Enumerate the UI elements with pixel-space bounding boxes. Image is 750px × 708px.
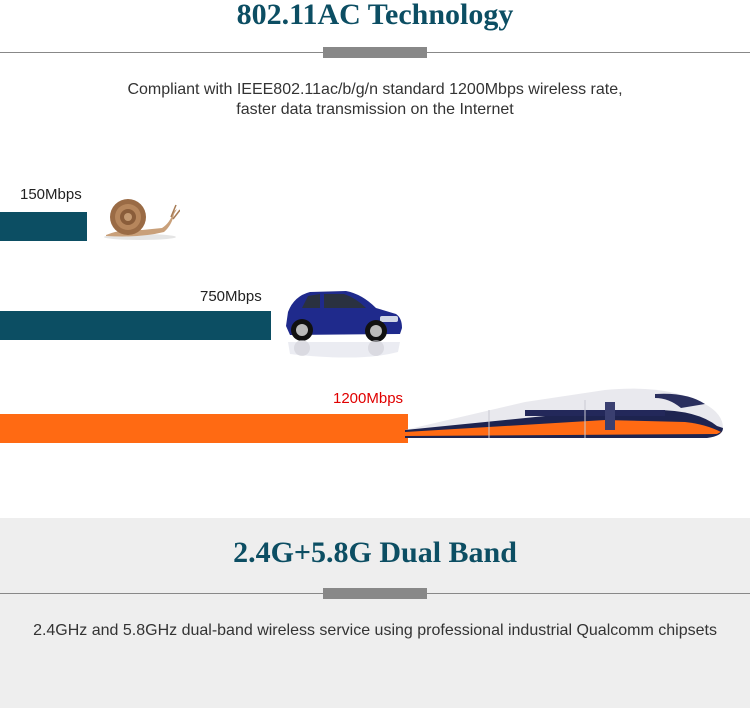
car-icon bbox=[286, 291, 402, 358]
technology-description-line1: Compliant with IEEE802.11ac/b/g/n standa… bbox=[127, 81, 623, 98]
speed-label-750: 750Mbps bbox=[200, 288, 262, 305]
speed-bar-750 bbox=[0, 311, 271, 340]
speed-bar-150 bbox=[0, 212, 87, 241]
speed-label-150: 150Mbps bbox=[20, 186, 82, 203]
section-title-technology: 802.11AC Technology bbox=[236, 0, 514, 31]
speed-bar-1200 bbox=[0, 414, 408, 443]
snail-icon bbox=[104, 199, 180, 240]
technology-description-line2: faster data transmission on the Internet bbox=[236, 101, 514, 118]
speed-label-1200: 1200Mbps bbox=[333, 390, 404, 407]
dual-band-divider-block bbox=[323, 588, 427, 599]
bullet-train-icon bbox=[405, 388, 723, 438]
dual-band-description: 2.4GHz and 5.8GHz dual-band wireless ser… bbox=[33, 622, 717, 639]
title-divider-block bbox=[323, 47, 427, 58]
section-title-dual-band: 2.4G+5.8G Dual Band bbox=[233, 536, 517, 569]
dual-band-section bbox=[0, 518, 750, 708]
